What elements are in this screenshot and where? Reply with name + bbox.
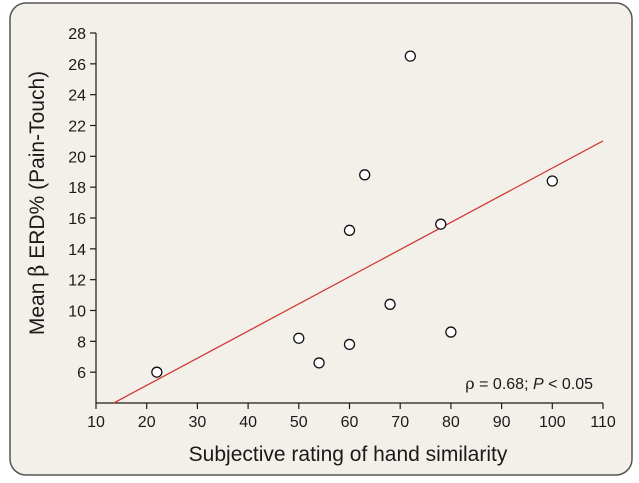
data-point [151, 366, 163, 378]
data-point [404, 50, 416, 62]
p-value: < 0.05 [544, 376, 593, 393]
data-point [343, 338, 356, 351]
rho-value: = 0.68; [475, 376, 533, 393]
y-axis-label: Mean β ERD% (Pain-Touch) [25, 71, 49, 335]
x-tick-label: 110 [590, 414, 616, 431]
data-point [293, 332, 305, 344]
y-tick-label: 26 [68, 57, 86, 74]
regression-line-group [113, 140, 604, 404]
data-point [546, 175, 558, 187]
y-tick-label: 22 [68, 119, 86, 136]
data-points [151, 50, 558, 378]
correlation-annotation: ρ = 0.68; P < 0.05 [465, 374, 593, 393]
x-tick-label: 80 [442, 414, 460, 431]
data-point [313, 357, 325, 369]
x-tick-label: 20 [138, 414, 156, 431]
y-tick-label: 24 [68, 88, 86, 105]
x-tick-label: 90 [493, 414, 511, 431]
y-tick-label: 20 [68, 149, 86, 166]
y-tick-label: 28 [68, 26, 86, 43]
y-axis-ticks: 6 8 10 12 14 16 18 20 22 24 26 28 [68, 26, 96, 382]
y-tick-label: 10 [68, 304, 86, 321]
x-tick-label: 60 [341, 414, 359, 431]
beta-symbol: β [25, 265, 49, 277]
data-point [445, 326, 457, 338]
x-tick-label: 10 [87, 414, 105, 431]
rho-symbol: ρ [465, 374, 474, 393]
data-point [384, 298, 396, 310]
y-tick-label: 16 [68, 211, 86, 228]
y-axis-label-prefix: Mean [26, 277, 49, 335]
data-point [435, 218, 447, 230]
y-tick-label: 8 [77, 334, 86, 351]
y-tick-label: 12 [68, 273, 86, 290]
x-tick-label: 70 [391, 414, 409, 431]
y-axis-label-suffix: ERD% (Pain-Touch) [26, 71, 49, 265]
data-point [359, 169, 371, 181]
regression-line [113, 140, 604, 404]
x-tick-label: 40 [239, 414, 257, 431]
data-point [343, 224, 356, 236]
y-tick-label: 14 [68, 242, 86, 259]
x-tick-label: 30 [189, 414, 207, 431]
chart-panel [9, 2, 633, 476]
x-tick-label: 100 [539, 414, 566, 431]
x-axis-label: Subjective rating of hand similarity [189, 443, 508, 466]
x-tick-label: 50 [290, 414, 308, 431]
p-symbol: P [533, 376, 544, 393]
x-axis-ticks: 10 20 30 40 50 60 70 80 90 100 110 [87, 403, 616, 431]
y-tick-label: 18 [68, 180, 86, 197]
y-tick-label: 6 [77, 365, 86, 382]
